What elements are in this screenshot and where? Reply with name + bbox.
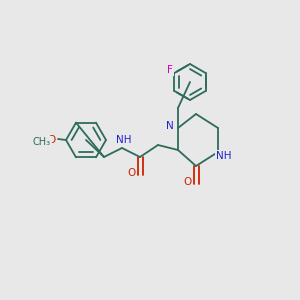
Text: O: O <box>48 135 56 145</box>
Text: N: N <box>166 121 174 131</box>
Text: CH₃: CH₃ <box>33 137 51 147</box>
Text: F: F <box>167 65 173 75</box>
Text: NH: NH <box>216 151 232 161</box>
Text: O: O <box>184 177 192 187</box>
Text: O: O <box>128 168 136 178</box>
Text: NH: NH <box>116 135 132 145</box>
